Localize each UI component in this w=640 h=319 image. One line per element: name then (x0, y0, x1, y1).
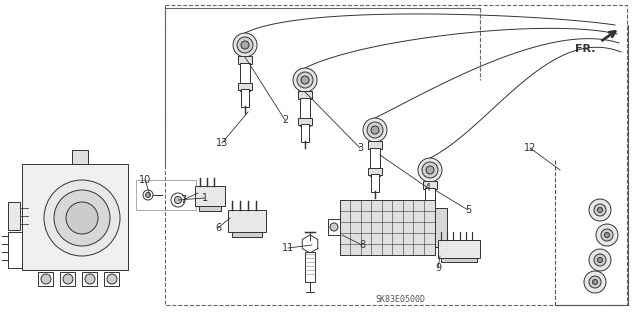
Bar (435, 208, 447, 247)
Text: 13: 13 (216, 138, 228, 148)
Circle shape (605, 233, 609, 238)
Circle shape (241, 41, 249, 49)
Circle shape (63, 274, 73, 284)
Circle shape (85, 274, 95, 284)
Circle shape (66, 202, 98, 234)
Bar (60, 272, 75, 286)
Text: 6: 6 (215, 223, 221, 233)
Bar (199, 206, 221, 211)
Circle shape (598, 257, 602, 263)
Text: 4: 4 (425, 183, 431, 193)
Circle shape (422, 162, 438, 178)
Circle shape (584, 271, 606, 293)
Bar (423, 208, 437, 215)
Bar (8, 202, 20, 230)
Text: 2: 2 (282, 115, 288, 125)
Circle shape (589, 249, 611, 271)
Bar (22, 164, 128, 270)
Circle shape (363, 118, 387, 142)
Circle shape (596, 224, 618, 246)
Text: 12: 12 (524, 143, 536, 153)
Circle shape (237, 37, 253, 53)
Circle shape (143, 190, 153, 200)
Bar (328, 219, 340, 235)
Bar (426, 214, 434, 232)
Bar (298, 118, 312, 125)
Circle shape (330, 223, 338, 231)
Circle shape (426, 166, 434, 174)
Bar (240, 63, 250, 91)
Text: 7: 7 (180, 195, 186, 205)
Bar (72, 150, 88, 164)
Bar (438, 240, 480, 258)
Bar (340, 200, 435, 255)
Bar (441, 258, 477, 262)
Circle shape (41, 274, 51, 284)
Bar (232, 232, 262, 237)
Text: 9: 9 (435, 263, 441, 273)
Bar (305, 252, 315, 282)
Bar (38, 272, 53, 286)
Circle shape (293, 68, 317, 92)
Circle shape (371, 126, 379, 134)
Bar (370, 148, 380, 176)
Circle shape (593, 279, 598, 285)
Circle shape (54, 190, 110, 246)
Bar (301, 124, 309, 142)
Bar (165, 5, 627, 305)
Bar (300, 98, 310, 126)
Bar (425, 188, 435, 216)
Bar (368, 141, 382, 149)
Circle shape (589, 199, 611, 221)
Text: SK83E0500D: SK83E0500D (375, 295, 425, 305)
Circle shape (297, 72, 313, 88)
Circle shape (171, 193, 185, 207)
Bar (104, 272, 119, 286)
Bar (228, 210, 266, 232)
Circle shape (601, 229, 613, 241)
Text: 11: 11 (282, 243, 294, 253)
Bar (238, 56, 252, 64)
Text: 10: 10 (139, 175, 151, 185)
Text: 8: 8 (359, 240, 365, 250)
Circle shape (107, 274, 117, 284)
Bar (298, 91, 312, 99)
Circle shape (145, 192, 150, 197)
Circle shape (589, 276, 601, 288)
Circle shape (598, 207, 602, 212)
Text: 3: 3 (357, 143, 363, 153)
Bar (82, 272, 97, 286)
Circle shape (233, 33, 257, 57)
Circle shape (367, 122, 383, 138)
Bar (195, 186, 225, 206)
Bar (423, 181, 437, 189)
Bar (136, 180, 196, 210)
Circle shape (175, 197, 182, 204)
Text: 5: 5 (465, 205, 471, 215)
Text: FR.: FR. (575, 44, 596, 54)
Bar (238, 83, 252, 90)
Bar (368, 168, 382, 175)
Bar (241, 89, 249, 107)
Bar (371, 174, 379, 192)
Text: 1: 1 (202, 193, 208, 203)
Bar (8, 232, 22, 268)
Circle shape (301, 76, 309, 84)
Circle shape (594, 254, 606, 266)
Circle shape (594, 204, 606, 216)
Circle shape (418, 158, 442, 182)
Circle shape (44, 180, 120, 256)
